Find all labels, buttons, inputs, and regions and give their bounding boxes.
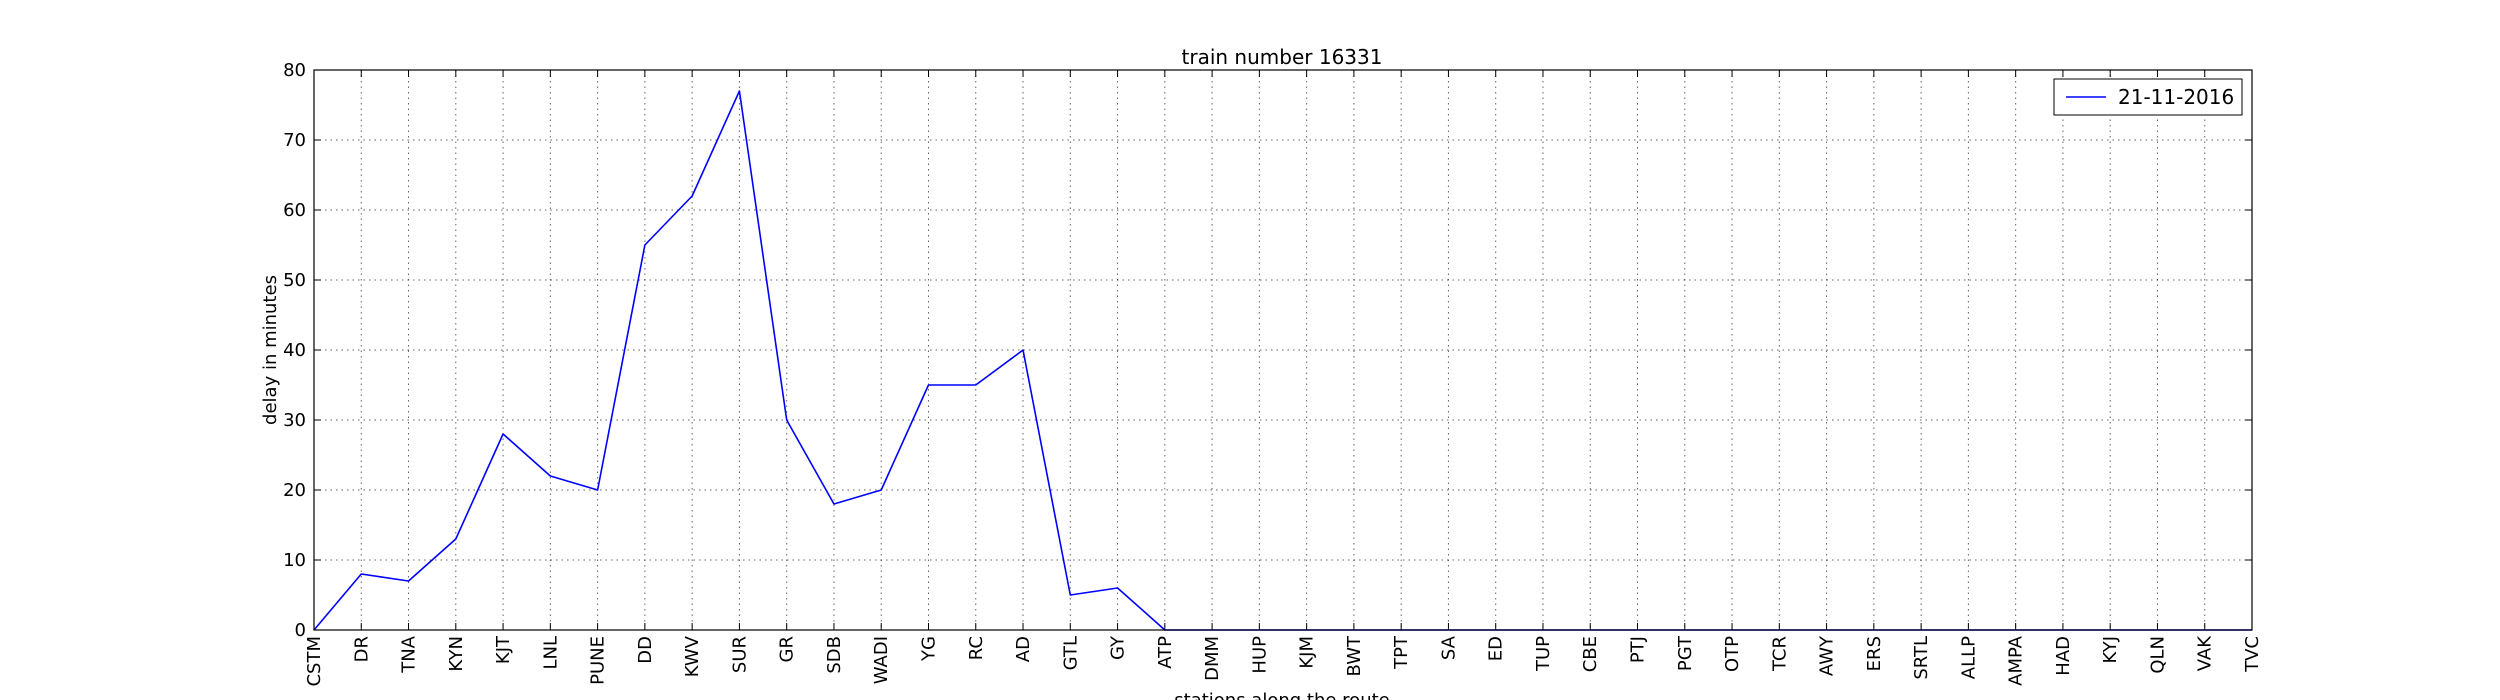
x-tick-label: TVC bbox=[2242, 636, 2263, 673]
grid-lines bbox=[314, 70, 2252, 630]
x-tick-label: OTP bbox=[1722, 636, 1743, 672]
x-tick-label: DR bbox=[351, 636, 372, 662]
x-tick-label: CBE bbox=[1580, 636, 1601, 672]
x-tick-label: TCR bbox=[1769, 636, 1790, 672]
plot-frame bbox=[313, 69, 2253, 631]
legend: 21-11-2016 bbox=[2053, 78, 2243, 116]
x-tick-label: LNL bbox=[540, 636, 561, 670]
y-tick-label: 50 bbox=[283, 270, 306, 291]
x-tick-label: ERS bbox=[1864, 636, 1885, 671]
x-tick-label: SUR bbox=[729, 636, 750, 673]
x-tick-label: AMPA bbox=[2006, 635, 2027, 686]
x-tick-label: KWV bbox=[682, 635, 703, 677]
chart-title: train number 16331 bbox=[1182, 45, 1383, 69]
x-tick-label: ATP bbox=[1155, 636, 1176, 669]
x-tick-label: TPT bbox=[1391, 635, 1412, 670]
x-tick-label: AD bbox=[1013, 636, 1034, 662]
x-tick-label: GTL bbox=[1060, 636, 1081, 670]
x-tick-label: KYN bbox=[446, 636, 467, 672]
y-axis-label: delay in minutes bbox=[260, 275, 281, 425]
x-tick-label: HAD bbox=[2053, 636, 2074, 676]
y-tick-label: 60 bbox=[283, 200, 306, 221]
x-tick-label: GY bbox=[1108, 635, 1129, 660]
x-tick-label: HUP bbox=[1249, 636, 1270, 674]
y-tick-label: 40 bbox=[283, 340, 306, 361]
x-tick-label: DMM bbox=[1202, 636, 1223, 681]
x-tick-label: AWY bbox=[1817, 635, 1838, 676]
x-tick-label: KYJ bbox=[2100, 636, 2121, 663]
x-tick-label: CSTM bbox=[304, 636, 325, 687]
series-lines bbox=[313, 90, 2252, 631]
x-tick-label: DD bbox=[635, 636, 656, 664]
x-tick-label: ALLP bbox=[1958, 636, 1979, 679]
x-tick-label: QLN bbox=[2147, 636, 2168, 674]
y-tick-label: 70 bbox=[283, 130, 306, 151]
x-tick-label: GR bbox=[777, 636, 798, 662]
y-tick-label: 30 bbox=[283, 410, 306, 431]
x-tick-label: KJT bbox=[493, 635, 514, 664]
series-line bbox=[313, 90, 2252, 631]
x-tick-label: ED bbox=[1486, 636, 1507, 661]
legend-label: 21-11-2016 bbox=[2118, 85, 2234, 109]
x-tick-label: PTJ bbox=[1628, 636, 1649, 663]
x-tick-label: TNA bbox=[399, 635, 420, 673]
x-tick-label: WADI bbox=[871, 636, 892, 684]
x-tick-label: PUNE bbox=[588, 636, 609, 685]
y-tick-label: 0 bbox=[295, 620, 306, 641]
y-tick-label: 10 bbox=[283, 550, 306, 571]
x-tick-label: RC bbox=[966, 636, 987, 660]
x-tick-label: SDB bbox=[824, 636, 845, 674]
x-tick-label: PGT bbox=[1675, 635, 1696, 671]
x-tick-label: SA bbox=[1438, 635, 1459, 660]
y-axis-ticks: 0 10 20 30 40 50 60 70 80 bbox=[283, 60, 2252, 641]
x-tick-label: KJM bbox=[1297, 636, 1318, 669]
x-tick-label: TUP bbox=[1533, 636, 1554, 672]
x-axis-label: stations along the route bbox=[1174, 690, 1389, 700]
x-axis-ticks: CSTM DR TNA KYN KJT LNL PUNE DD KWV SUR GR SDB WADI Y… bbox=[304, 70, 2263, 687]
y-tick-label: 20 bbox=[283, 480, 306, 501]
x-tick-label: BWT bbox=[1344, 635, 1365, 677]
x-tick-label: SRTL bbox=[1911, 636, 1932, 680]
x-tick-label: VAK bbox=[2195, 635, 2216, 671]
x-tick-label: YG bbox=[918, 636, 939, 662]
y-tick-label: 80 bbox=[283, 60, 306, 81]
